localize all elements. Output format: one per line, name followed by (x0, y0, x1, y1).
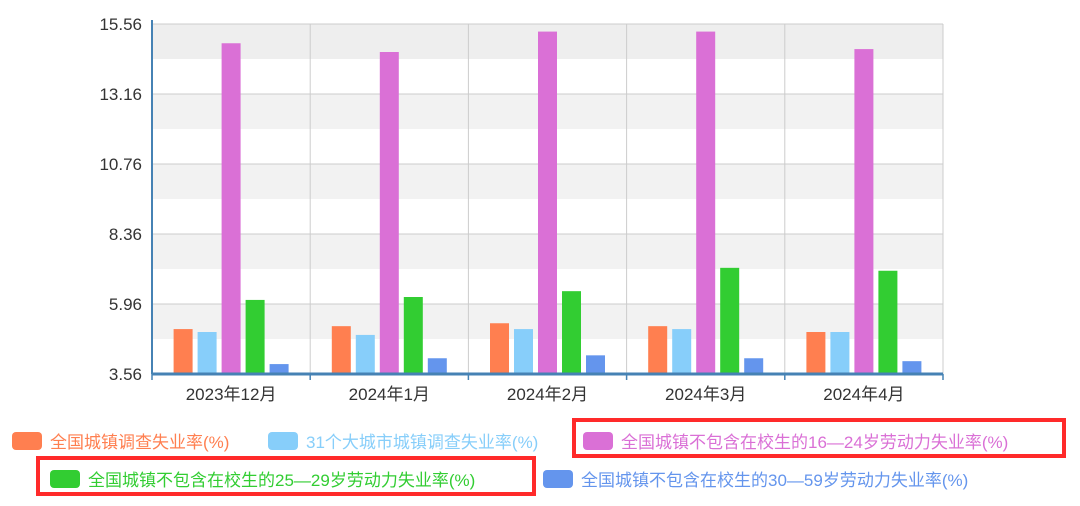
legend-swatch (50, 469, 80, 488)
y-axis-ticks: 3.56 5.96 8.36 10.76 13.16 15.56 (99, 15, 142, 384)
legend-item[interactable]: 全国城镇不包含在校生的30—59岁劳动力失业率(%) (543, 466, 968, 491)
y-tick-label: 3.56 (109, 365, 142, 384)
bar-series (173, 31, 922, 374)
bar (221, 43, 241, 374)
x-tick-label: 2024年3月 (665, 385, 746, 404)
bar (427, 358, 447, 374)
axes (151, 20, 944, 380)
bar (197, 332, 217, 374)
bar (672, 329, 692, 374)
legend-item[interactable]: 全国城镇不包含在校生的25—29岁劳动力失业率(%) (50, 466, 475, 491)
bar (245, 299, 265, 374)
y-tick-label: 15.56 (99, 15, 142, 34)
x-tick-label: 2024年2月 (507, 385, 588, 404)
x-axis-ticks: 2023年12月 2024年1月 2024年2月 2024年3月 2024年4月 (186, 385, 905, 404)
x-tick-label: 2024年1月 (349, 385, 430, 404)
bar (538, 31, 557, 374)
bar (648, 326, 668, 374)
bar (331, 326, 351, 374)
legend-swatch (543, 469, 573, 488)
bar (720, 267, 740, 374)
bar (854, 49, 874, 374)
bar (562, 291, 581, 374)
legend-item[interactable]: 全国城镇调查失业率(%) (12, 428, 229, 453)
bar (744, 358, 764, 374)
bar (878, 270, 898, 374)
bar (830, 332, 850, 374)
legend-item[interactable]: 全国城镇不包含在校生的16—24岁劳动力失业率(%) (583, 428, 1008, 453)
bar (173, 329, 193, 374)
bar (696, 31, 716, 374)
legend-item[interactable]: 31个大城市城镇调查失业率(%) (268, 428, 538, 453)
y-tick-label: 8.36 (109, 225, 142, 244)
y-tick-label: 5.96 (109, 295, 142, 314)
legend-swatch (268, 431, 298, 450)
legend-label: 全国城镇不包含在校生的30—59岁劳动力失业率(%) (581, 471, 969, 490)
bar (355, 334, 375, 374)
x-tick-label: 2024年4月 (823, 385, 904, 404)
bar (586, 355, 605, 374)
legend-label: 31个大城市城镇调查失业率(%) (306, 433, 539, 452)
bar (902, 361, 922, 374)
x-tick-label: 2023年12月 (186, 385, 277, 404)
bar (806, 332, 826, 374)
bar (490, 323, 509, 374)
bar (269, 364, 289, 374)
legend-swatch (583, 431, 613, 450)
legend-label: 全国城镇调查失业率(%) (50, 433, 230, 452)
bar (403, 297, 423, 374)
y-tick-label: 10.76 (99, 155, 142, 174)
legend-label: 全国城镇不包含在校生的25—29岁劳动力失业率(%) (88, 471, 476, 490)
bar (514, 329, 533, 374)
bar (379, 52, 399, 374)
legend-swatch (12, 431, 42, 450)
y-tick-label: 13.16 (99, 85, 142, 104)
legend-label: 全国城镇不包含在校生的16—24岁劳动力失业率(%) (621, 433, 1009, 452)
